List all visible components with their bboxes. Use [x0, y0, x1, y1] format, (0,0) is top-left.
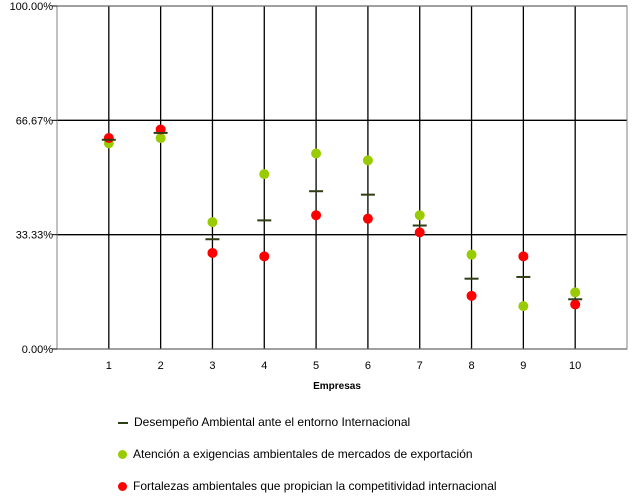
green-point: [570, 287, 581, 298]
x-tick-label: 10: [569, 360, 581, 372]
x-tick-label: 4: [261, 360, 267, 372]
green-point: [259, 169, 270, 180]
red-point: [414, 227, 425, 238]
legend-green-dot-marker: [118, 450, 127, 460]
red-point: [518, 251, 529, 262]
y-tick-label: 0.00%: [22, 344, 53, 356]
legend-item-desempeno: Desempeño Ambiental ante el entorno Inte…: [118, 415, 410, 429]
green-point: [362, 155, 373, 166]
legend-item-atencion: Atención a exigencias ambientales de mer…: [118, 447, 473, 461]
data-marks: [101, 124, 583, 312]
legend-label-desempeno: Desempeño Ambiental ante el entorno Inte…: [134, 415, 411, 429]
green-point: [311, 148, 322, 159]
legend-red-dot-marker: [118, 482, 127, 492]
x-tick-label: 2: [158, 360, 164, 372]
x-tick-label: 8: [468, 360, 474, 372]
legend-label-atencion: Atención a exigencias ambientales de mer…: [133, 447, 473, 461]
red-point: [259, 251, 270, 262]
green-point: [414, 210, 425, 221]
red-point: [570, 299, 581, 310]
green-point: [155, 133, 166, 144]
y-tick-label: 66.67%: [16, 115, 54, 127]
red-point: [362, 213, 373, 224]
green-point: [518, 301, 529, 312]
legend-dash-marker: [118, 421, 128, 424]
y-axis-ticks: 0.00% 33.33% 66.67% 100.00%: [10, 1, 57, 356]
red-point: [466, 290, 477, 301]
red-point: [207, 247, 218, 258]
green-point: [466, 249, 477, 260]
x-tick-label: 3: [209, 360, 215, 372]
x-tick-label: 1: [106, 360, 112, 372]
y-tick-label: 33.33%: [16, 230, 54, 242]
plot-area: [56, 5, 628, 350]
x-tick-label: 7: [417, 360, 423, 372]
plot-frame: [56, 5, 628, 350]
green-point: [207, 217, 218, 228]
legend-item-fortalezas: Fortalezas ambientales que propician la …: [118, 479, 497, 493]
x-tick-label: 6: [365, 360, 371, 372]
x-axis-ticks: 1 2 3 4 5 6 7 8 9 10: [106, 360, 582, 372]
y-tick-label: 100.00%: [10, 1, 54, 13]
x-axis-label: Empresas: [313, 381, 361, 392]
legend-label-fortalezas: Fortalezas ambientales que propician la …: [133, 479, 497, 493]
grid-lines: [57, 5, 627, 350]
red-point: [311, 210, 322, 221]
x-tick-label: 9: [520, 360, 526, 372]
red-point: [103, 133, 114, 144]
x-tick-label: 5: [313, 360, 319, 372]
